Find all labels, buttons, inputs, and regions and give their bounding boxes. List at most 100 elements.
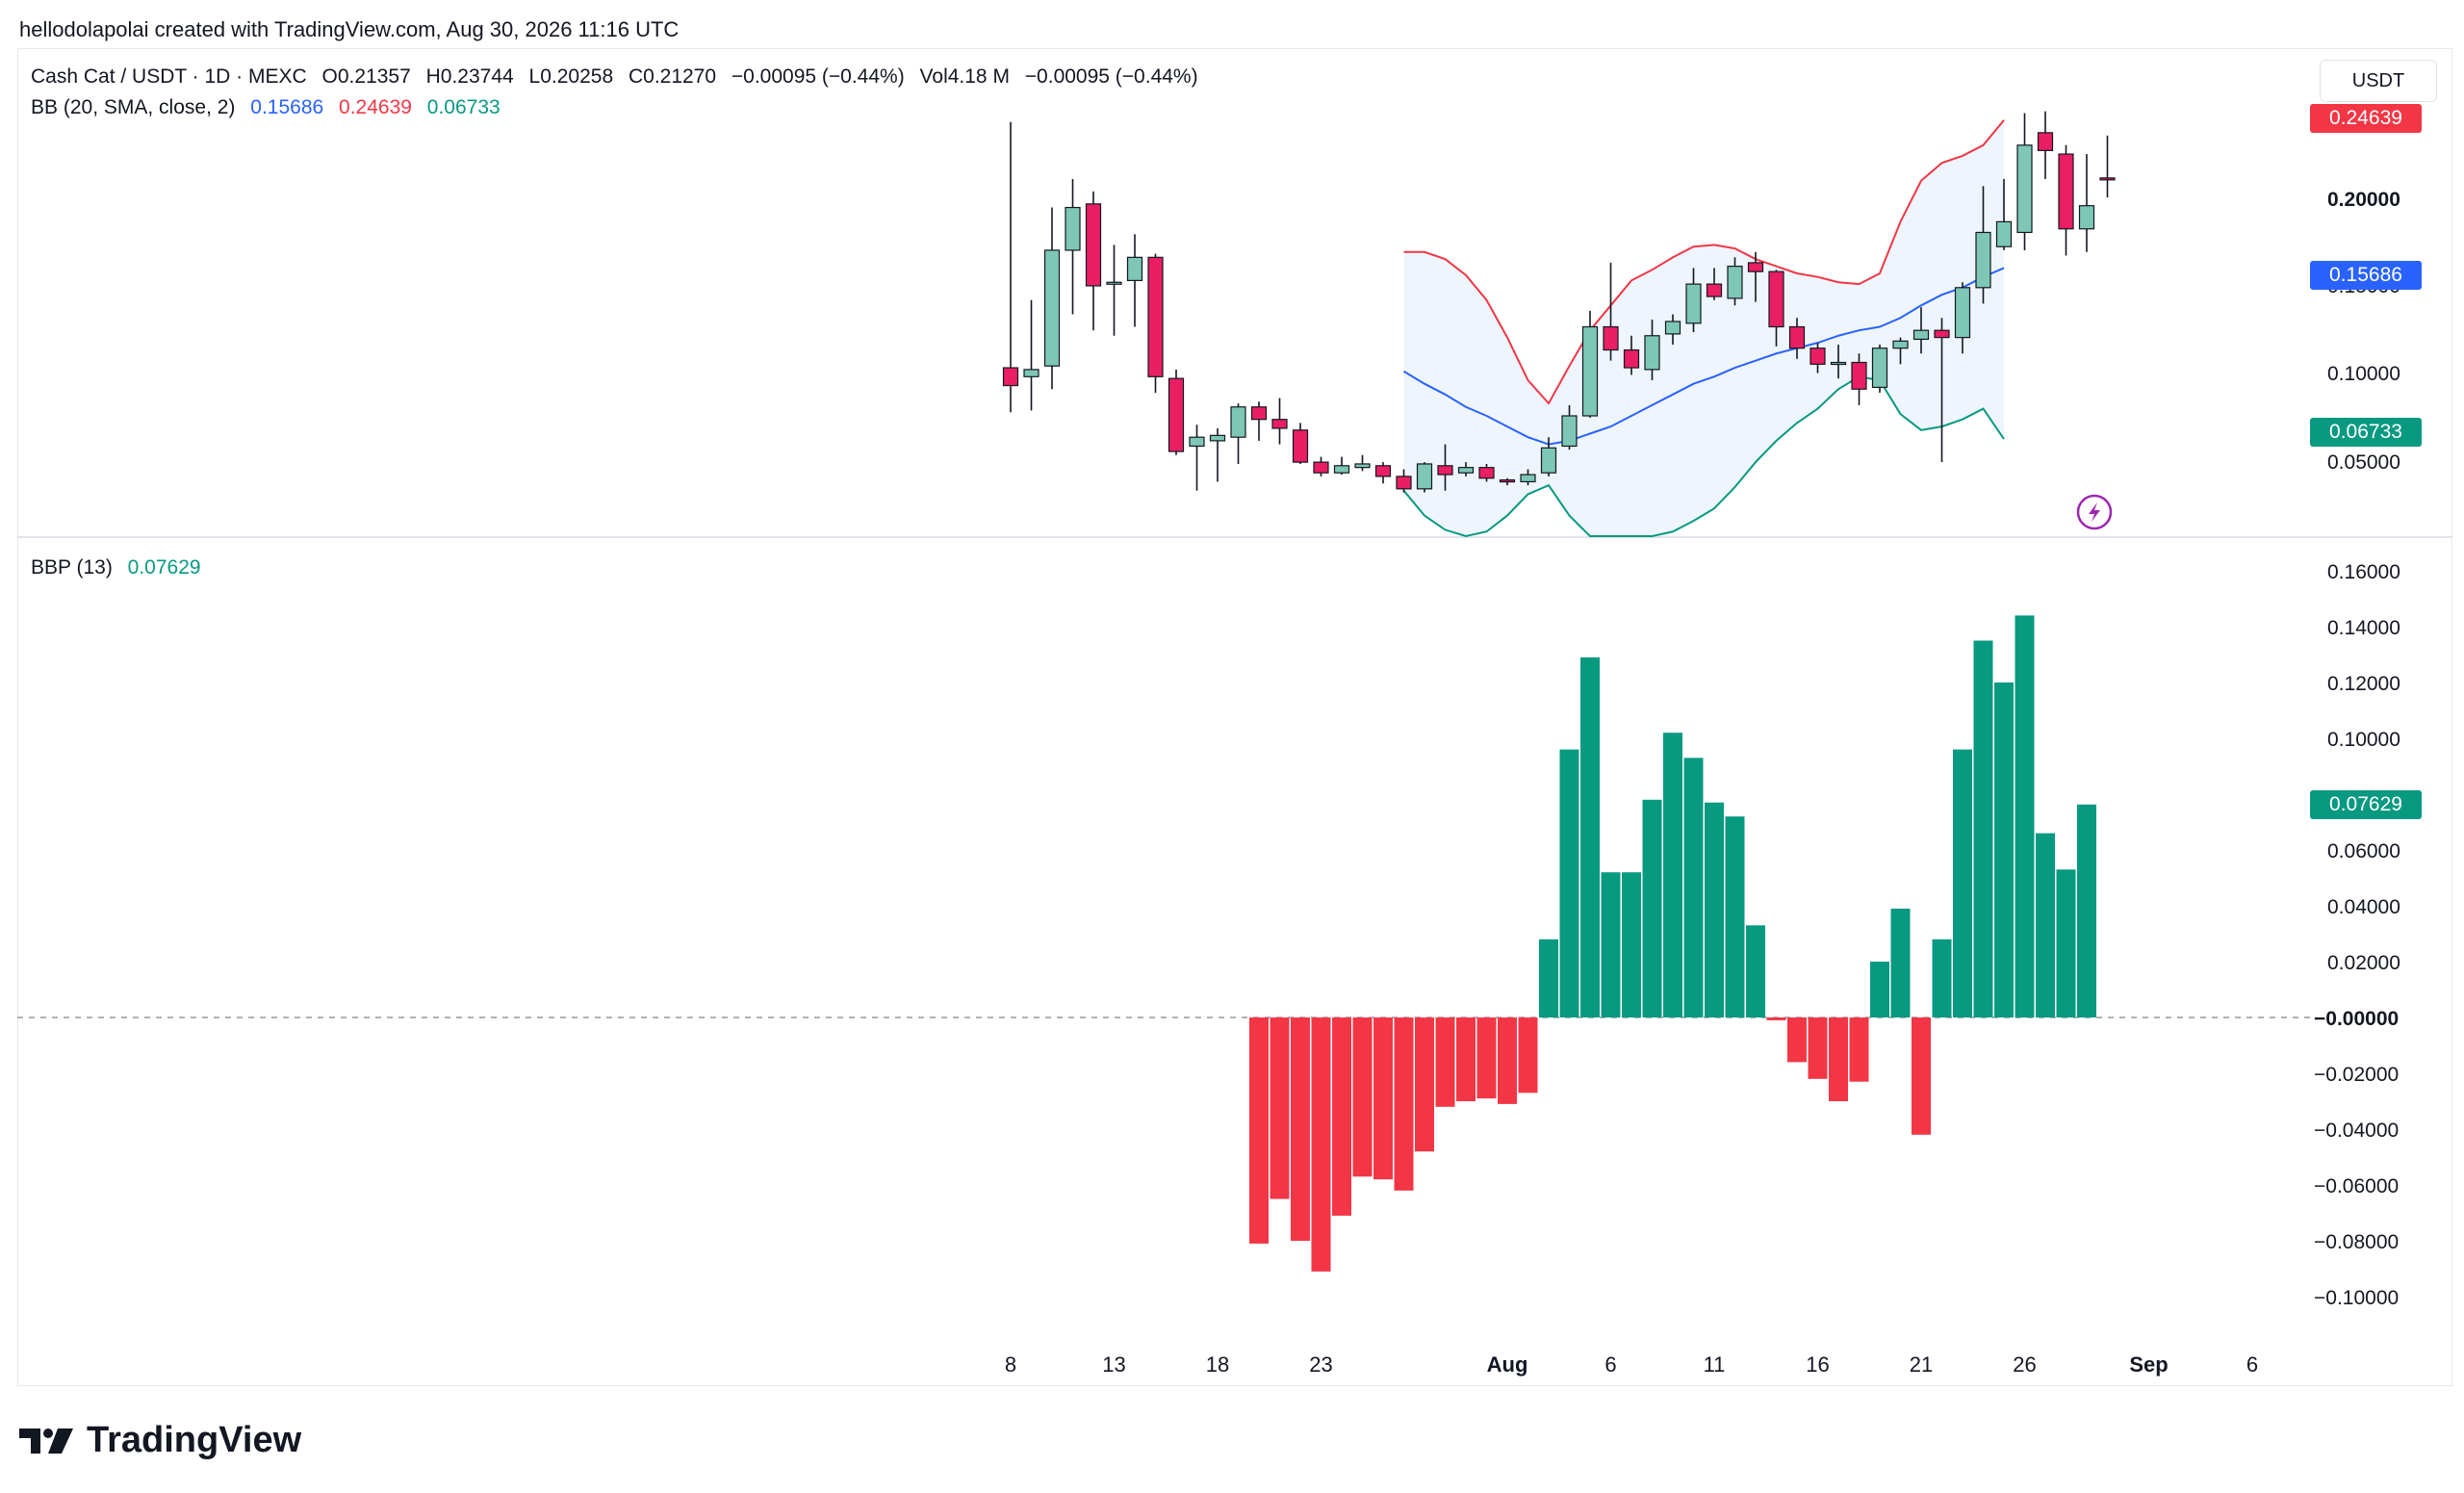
candle-body [1354,463,1371,469]
candle-body [1830,361,1847,366]
bbp-bar [2056,869,2076,1017]
candle-body [1065,206,1081,251]
candle-body [1540,447,1557,474]
bbp-bar [1622,872,1641,1017]
brand-name: TradingView [87,1420,302,1460]
time-axis-tick: Aug [1486,1352,1528,1377]
candle-body [1810,348,1826,365]
bb-legend: BB (20, SMA, close, 2) 0.15686 0.24639 0… [31,96,510,119]
bbp-bar [1994,682,2014,1017]
bbp-bar [1932,939,1952,1017]
candle-body [1106,281,1122,285]
candle-body [1520,474,1536,483]
time-axis-tick: Sep [2129,1352,2169,1377]
bbp-bar [1270,1017,1290,1199]
bb-upper-line [1403,119,2005,405]
candle-body [1747,262,1764,272]
bbp-bar [1766,1017,1786,1020]
bbp-bar [1456,1017,1476,1101]
time-axis-tick: 6 [1604,1352,1617,1377]
candle-body [1664,321,1681,335]
candle-body [1644,335,1660,371]
candle-body [2037,132,2054,151]
bbp-axis-label: 0.10000 [2327,729,2400,751]
bbp-bar [1725,816,1745,1017]
candle-body [1954,287,1971,339]
candle-body [1975,231,1991,289]
bbp-histogram [1249,615,2096,1272]
candle-body [1457,467,1475,474]
low-value: L0.20258 [528,65,614,88]
attribution-text: hellodolapolai created with TradingView.… [19,17,680,41]
bbp-axis-label: −0.04000 [2314,1120,2400,1142]
bbp-bar [1663,733,1682,1017]
bbp-bar [1498,1017,1517,1104]
bbp-axis-label: 0.02000 [2327,952,2400,974]
candle-body [1292,429,1309,463]
candle-body [1727,266,1743,299]
bbp-bar [1352,1017,1373,1177]
candle-body [1871,348,1888,389]
candle-body [1561,415,1578,448]
candle-body [1147,256,1164,377]
currency-unit-button[interactable]: USDT [2320,60,2437,102]
candle-body [1912,329,1930,341]
candle-body [1603,325,1619,351]
candle-body [1995,220,2013,247]
bbp-bar [1746,925,1765,1017]
candle-body [1126,256,1143,282]
bbp-bar [1808,1017,1828,1079]
time-axis-tick: 18 [1205,1352,1230,1377]
bb-basis-value: 0.15686 [250,96,324,118]
bbp-bar [2015,615,2035,1017]
bb-band-fill [1403,119,2004,537]
bbp-bar [1705,802,1724,1017]
bbp-bar [1476,1017,1497,1099]
bbp-axis-label: 0.04000 [2327,896,2400,918]
ohlc-legend: Cash Cat / USDT · 1D · MEXC O0.21357 H0.… [31,65,1208,89]
candle-body [1892,340,1909,349]
candle-body [1499,479,1516,483]
bbp-bar [1870,962,1889,1017]
candle-body [1851,361,1867,390]
bbp-bar [1415,1017,1434,1152]
bbp-label[interactable]: BBP (13) [31,556,113,579]
high-value: H0.23744 [425,65,514,88]
lightning-icon[interactable] [2076,494,2113,530]
bbp-bar [1829,1017,1848,1101]
bbp-bar [1601,872,1621,1017]
candle-body [1623,348,1640,369]
bbp-bar [1435,1017,1455,1107]
bbp-axis-label: 0.14000 [2327,617,2400,639]
time-axis-tick: 8 [1004,1352,1017,1377]
bbp-axis-label: 0.06000 [2327,840,2400,862]
bbp-bar [1373,1017,1393,1180]
bbp-axis-label: −0.08000 [2314,1231,2400,1253]
bb-lower-line [1402,375,2005,538]
candle-body [2058,153,2074,230]
tradingview-logo[interactable]: TradingView [19,1420,301,1461]
candle-body [1209,434,1226,442]
time-axis-tick: 13 [1102,1352,1126,1377]
bbp-bar [1249,1017,1269,1244]
symbol-label[interactable]: Cash Cat / USDT · 1D · MEXC [31,65,307,88]
volume-value: Vol4.18 M [919,65,1010,88]
chart-frame [17,48,2452,1386]
bbp-bar [2077,804,2096,1017]
bb-label[interactable]: BB (20, SMA, close, 2) [31,96,236,118]
candle-body [1581,325,1599,417]
bollinger-bands [1402,119,2005,538]
tradingview-logo-icon [19,1428,73,1454]
bbp-bar [1683,758,1704,1017]
time-axis-tick: 11 [1703,1352,1726,1377]
candle-body [1788,325,1806,349]
volume-change-value: −0.00095 (−0.44%) [1024,65,1198,88]
candle-body [1396,476,1412,490]
bbp-bar [1332,1017,1351,1216]
price-axis-label: 0.10000 [2327,363,2400,385]
candle-body [2016,144,2033,234]
close-value: C0.21270 [628,65,717,88]
pane-separator[interactable] [17,536,2452,538]
bb-lower-value: 0.06733 [426,96,500,118]
bbp-legend: BBP (13) 0.07629 [31,556,211,579]
